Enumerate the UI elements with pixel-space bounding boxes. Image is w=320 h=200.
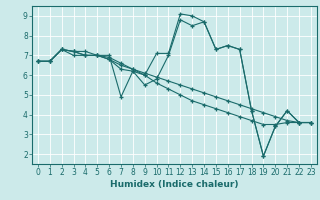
X-axis label: Humidex (Indice chaleur): Humidex (Indice chaleur): [110, 180, 239, 189]
